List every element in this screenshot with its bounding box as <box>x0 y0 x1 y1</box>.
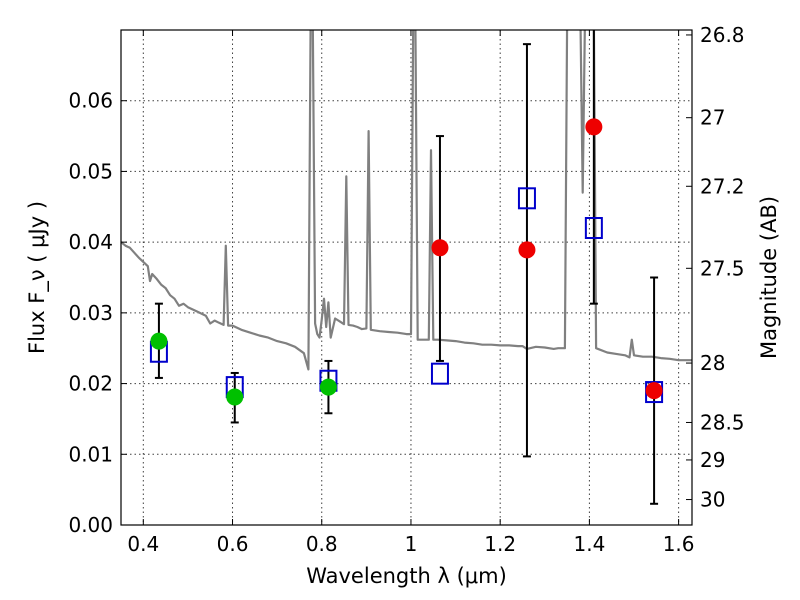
y2-tick-label: 27 <box>700 106 725 130</box>
red-data-point <box>431 239 449 257</box>
y-tick-label: 0.02 <box>68 372 113 396</box>
x-tick-label: 0.6 <box>217 532 249 556</box>
y2-tick-label: 29 <box>700 448 725 472</box>
y2-tick-label: 26.8 <box>700 23 745 47</box>
red-data-point <box>585 118 603 136</box>
green-data-point <box>226 388 244 406</box>
template-spectrum-line <box>121 30 692 371</box>
x-axis-label: Wavelength λ (μm) <box>306 564 507 588</box>
y2-tick-label: 28 <box>700 351 725 375</box>
red-data-point <box>518 241 536 259</box>
y-tick-label: 0.06 <box>68 89 113 113</box>
x-tick-label: 1.4 <box>573 532 605 556</box>
y2-tick-label: 27.5 <box>700 256 745 280</box>
error-bars <box>154 30 659 505</box>
green-data-point <box>150 332 168 350</box>
grid <box>121 30 692 526</box>
axis-ticks: 0.4 0.6 0.8 1 1.2 1.4 1.6 0.00 0.01 0.02 0.03 0.04 0… <box>68 23 744 556</box>
model-flux-square <box>430 362 449 385</box>
y-tick-label: 0.04 <box>68 230 113 254</box>
x-tick-label: 1.6 <box>663 532 695 556</box>
y-tick-label: 0.01 <box>68 442 113 466</box>
red-data-point <box>645 382 663 400</box>
y2-tick-label: 30 <box>700 488 725 512</box>
data-markers <box>149 118 664 406</box>
y-tick-label: 0.05 <box>68 159 113 183</box>
x-tick-label: 0.8 <box>306 532 338 556</box>
y-tick-label: 0.03 <box>68 301 113 325</box>
y2-tick-label: 28.5 <box>700 410 745 434</box>
x-tick-label: 1 <box>405 532 418 556</box>
green-data-point <box>319 378 337 396</box>
x-tick-label: 0.4 <box>127 532 159 556</box>
model-flux-square <box>517 187 536 210</box>
model-flux-square <box>584 217 603 239</box>
x-tick-label: 1.2 <box>484 532 516 556</box>
y-axis-label: Flux F_ν ( μJy ) <box>25 201 50 354</box>
plot-frame <box>120 29 693 526</box>
y2-tick-label: 27.2 <box>700 174 745 198</box>
y-tick-label: 0.00 <box>68 513 113 537</box>
y2-axis-label: Magnitude (AB) <box>757 196 781 359</box>
template-spectrum <box>121 30 692 371</box>
